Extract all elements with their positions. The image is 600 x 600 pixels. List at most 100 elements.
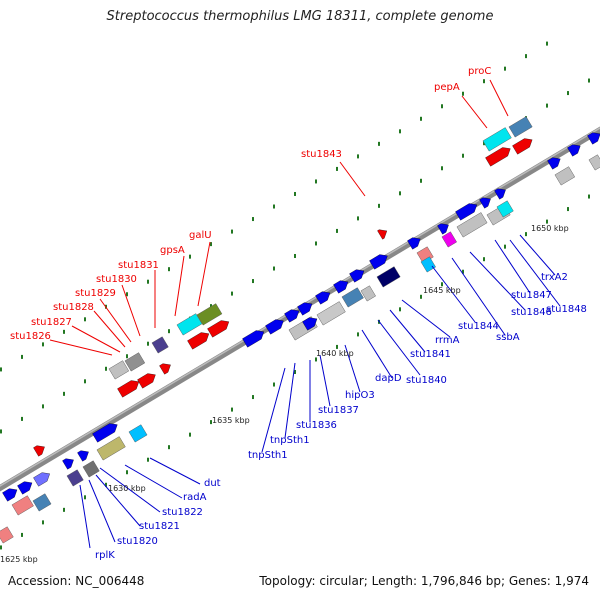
leader-line: [88, 479, 116, 543]
gene-arrow-shape: [369, 254, 388, 270]
gene-arrow: [587, 132, 600, 145]
gene-arrow-shape: [315, 291, 331, 305]
gene-arrow-shape: [17, 481, 33, 495]
gene-box-shape: [482, 127, 512, 152]
gene-label-stu1826: stu1826: [10, 331, 51, 342]
gene-arrow-shape: [377, 229, 388, 240]
gene-box: [32, 493, 52, 512]
gene-arrow: [92, 423, 118, 443]
leader-line: [389, 309, 426, 353]
leader-line: [319, 354, 331, 407]
gene-box: [482, 127, 512, 152]
gene-box-shape: [108, 360, 130, 380]
gene-box-shape: [0, 526, 14, 544]
gene-arrow-shape: [567, 144, 581, 157]
gene-arrow: [17, 481, 33, 495]
gene-arrow-shape: [349, 269, 365, 283]
gene-label-stu1837: stu1837: [318, 405, 359, 416]
gene-box: [151, 336, 169, 354]
gene-arrow: [547, 157, 561, 170]
gene-box: [441, 231, 457, 248]
leader-line: [79, 484, 91, 549]
gene-label-stu1831: stu1831: [118, 260, 159, 271]
gene-label-stu1848: stu1848: [546, 304, 587, 315]
gene-box: [196, 303, 223, 326]
gene-arrow-shape: [92, 423, 118, 443]
gene-arrow-shape: [587, 132, 600, 145]
gene-label-trxA2: trxA2: [541, 272, 568, 283]
gene-arrow: [33, 472, 50, 487]
gene-arrow-shape: [494, 188, 506, 200]
gene-arrow-shape: [407, 237, 421, 250]
gene-arrow: [349, 269, 365, 283]
label-leader-lines: [49, 79, 561, 549]
gene-label-tnpSth1-a: tnpSth1: [248, 450, 288, 461]
gene-box: [341, 287, 364, 308]
gene-box-shape: [360, 285, 376, 302]
gene-label-stu1821: stu1821: [139, 521, 180, 532]
leader-line: [451, 257, 506, 336]
leader-line: [95, 474, 141, 527]
gene-box: [128, 424, 148, 443]
gene-arrow: [77, 450, 89, 462]
gene-box: [176, 313, 203, 336]
leader-line: [489, 79, 509, 117]
gene-arrow: [333, 280, 349, 294]
gene-arrow-shape: [455, 203, 478, 221]
gene-box: [96, 436, 126, 461]
gene-label-hipO3: hipO3: [345, 390, 375, 401]
gene-box: [376, 266, 401, 288]
gene-arrow: [437, 223, 449, 235]
gene-box-shape: [420, 256, 436, 273]
gene-arrow-shape: [187, 332, 210, 350]
gene-box-shape: [456, 212, 488, 238]
tick-marks: [0, 41, 590, 550]
leader-line: [174, 255, 185, 317]
gene-arrow-shape: [2, 488, 18, 502]
leader-line: [49, 339, 113, 356]
gene-box-shape: [176, 313, 203, 336]
gene-arrow: [2, 488, 18, 502]
gene-label-stu1841: stu1841: [410, 349, 451, 360]
gene-label-stu1843: stu1843: [301, 149, 342, 160]
gene-box-shape: [151, 336, 169, 354]
gene-arrow: [265, 319, 284, 335]
gene-arrow-shape: [512, 138, 533, 155]
gene-label-stu1828: stu1828: [53, 302, 94, 313]
gene-arrow-shape: [242, 330, 265, 348]
leader-line: [149, 457, 201, 485]
gene-arrow: [284, 309, 300, 323]
gene-arrow-shape: [207, 320, 230, 338]
gene-label-stu1844: stu1844: [458, 321, 499, 332]
gene-box-shape: [341, 287, 364, 308]
gene-arrow: [159, 363, 171, 375]
gene-arrow: [479, 197, 491, 209]
gene-box-shape: [496, 200, 514, 218]
gene-label-tnpSth1-b: tnpSth1: [270, 435, 310, 446]
gene-label-gpsA: gpsA: [160, 245, 185, 256]
gene-arrow: [297, 302, 313, 316]
leader-line: [494, 239, 531, 294]
leader-line: [344, 344, 361, 393]
gene-arrow-shape: [284, 309, 300, 323]
gene-arrow-shape: [479, 197, 491, 209]
gene-box: [66, 469, 84, 487]
gene-arrow: [377, 229, 388, 240]
gene-arrow-shape: [77, 450, 89, 462]
gene-box-shape: [376, 266, 401, 288]
leader-line: [93, 310, 126, 348]
gene-box: [554, 166, 576, 186]
gene-box-shape: [588, 154, 600, 171]
gene-arrow-shape: [333, 280, 349, 294]
gene-arrow-shape: [137, 373, 156, 389]
leader-line: [361, 329, 393, 379]
leader-line: [519, 234, 556, 276]
gene-arrow: [33, 445, 45, 457]
gene-arrow: [187, 332, 210, 350]
leader-line: [99, 298, 132, 343]
gene-arrow: [407, 237, 421, 250]
leader-line: [461, 95, 488, 129]
gene-arrow-shape: [485, 147, 511, 167]
gene-label-proC: proC: [468, 66, 491, 77]
